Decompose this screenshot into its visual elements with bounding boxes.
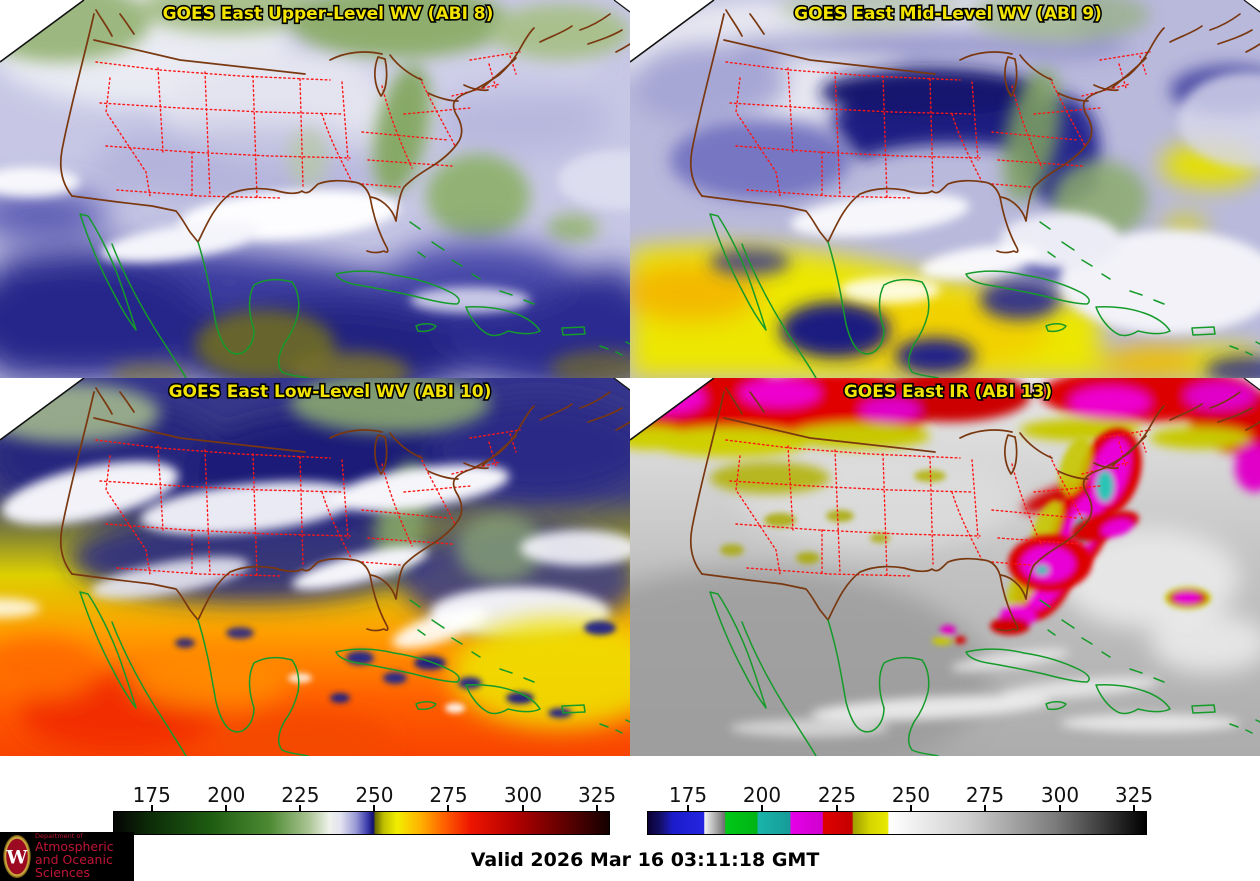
colorbar-tick-label: 250 [891,783,931,807]
colorbar-tick-label: 200 [207,783,246,807]
panel-title-upper-wv: GOES East Upper-Level WV (ABI 8) [163,4,494,24]
colorbar-ir-tick-labels: 175 200 225 250 275 300 325 [647,781,1153,807]
colorbar-wv-tick-marks [113,805,610,811]
logo-dept-line: Department of [35,832,83,841]
panel-title-mid-wv: GOES East Mid-Level WV (ABI 9) [794,4,1102,24]
colorbar-tick-label: 225 [281,783,320,807]
colorbar-ir-tick-marks [647,805,1147,811]
panel-title-ir: GOES East IR (ABI 13) [844,382,1052,402]
colorbar-wv: 175 200 225 250 275 300 325 [113,781,616,835]
colorbar-tick-label: 225 [817,783,857,807]
colorbar-tick-label: 275 [965,783,1005,807]
aos-logo-text: Department of Atmospheric and Oceanic Sc… [35,832,134,881]
colorbar-ir: 175 200 225 250 275 300 325 [647,781,1153,835]
mid-level-wv-image: GOES East Mid-Level WV (ABI 9) [630,0,1260,378]
upper-level-wv-image: GOES East Upper-Level WV (ABI 8) [0,0,630,378]
uw-aos-logo: W Department of Atmospheric and Oceanic … [0,832,134,881]
colorbar-tick-label: 200 [742,783,782,807]
colorbar-tick-label: 325 [1114,783,1154,807]
colorbar-tick-label: 300 [1040,783,1080,807]
panel-mid-level-wv: GOES East Mid-Level WV (ABI 9) [630,0,1260,378]
colorbar-tick-label: 300 [503,783,543,807]
uw-crest-icon: W [3,834,31,879]
colorbar-tick-label: 325 [577,783,617,807]
colorbar-wv-tick-labels: 175 200 225 250 275 300 325 [113,781,616,807]
panel-upper-level-wv: GOES East Upper-Level WV (ABI 8) [0,0,630,378]
colorbar-tick-label: 275 [429,783,468,807]
panel-low-level-wv: GOES East Low-Level WV (ABI 10) [0,378,630,756]
colorbar-wv-gradient [113,811,610,835]
panel-title-low-wv: GOES East Low-Level WV (ABI 10) [169,382,492,402]
logo-line-oceanic: and Oceanic Sciences [35,852,113,881]
colorbar-tick-label: 175 [132,783,171,807]
colorbar-tick-label: 250 [355,783,394,807]
logo-line-atmospheric: Atmospheric [35,839,114,855]
ir-image: GOES East IR (ABI 13) [630,378,1260,756]
colorbar-ir-gradient [647,811,1147,835]
low-level-wv-image: GOES East Low-Level WV (ABI 10) [0,378,630,756]
panel-ir: GOES East IR (ABI 13) [630,378,1260,756]
valid-time-text: Valid 2026 Mar 16 03:11:18 GMT [470,849,820,871]
uw-monogram: W [6,847,29,868]
colorbar-tick-label: 175 [668,783,708,807]
